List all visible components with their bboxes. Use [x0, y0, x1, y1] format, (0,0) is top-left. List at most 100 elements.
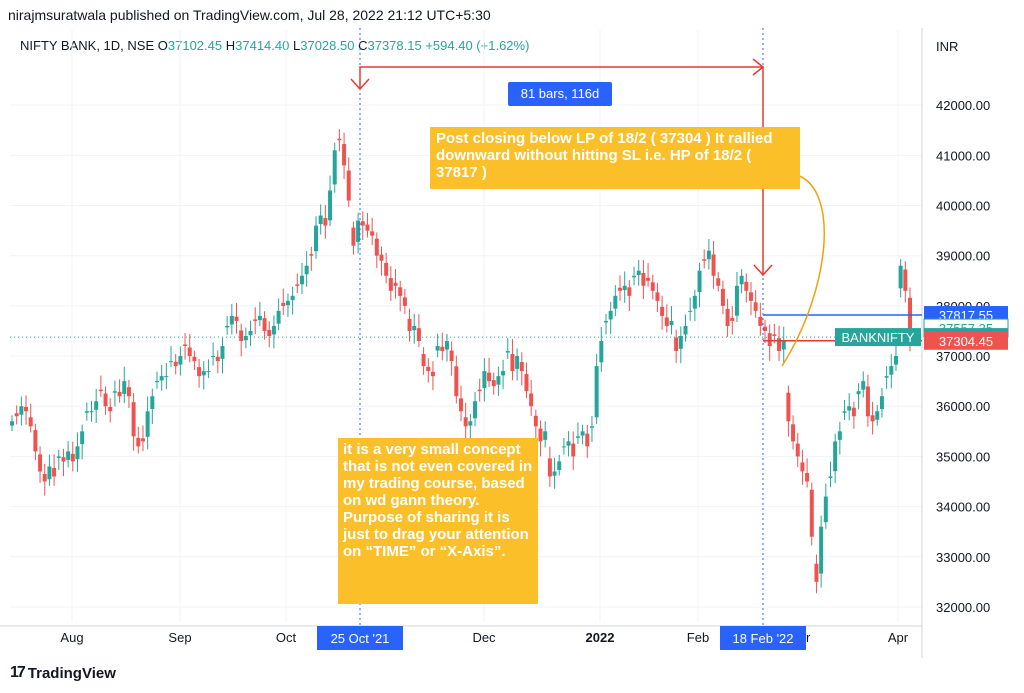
candle-body	[42, 473, 47, 482]
symbol-name[interactable]: NIFTY BANK, 1D, NSE	[20, 38, 155, 53]
candle-body	[594, 366, 599, 418]
candle-body	[220, 346, 225, 359]
candle-body	[262, 318, 267, 331]
candle-body	[66, 451, 71, 460]
candle-body	[56, 456, 61, 458]
candle-body	[487, 372, 492, 382]
candle-body	[524, 374, 529, 392]
candle-body	[547, 458, 552, 477]
candle-body	[126, 387, 131, 397]
candle-body	[491, 380, 496, 387]
candle-body	[136, 437, 141, 447]
candle-body	[360, 221, 365, 226]
candle-body	[159, 376, 164, 381]
candle-body	[575, 436, 580, 438]
candle-body	[678, 335, 683, 349]
candle-body	[10, 421, 14, 426]
candle-body	[501, 371, 506, 376]
candle-body	[748, 292, 753, 301]
candle-body	[426, 366, 431, 372]
candle-body	[145, 411, 150, 437]
candle-body	[650, 282, 655, 291]
candle-body	[777, 338, 782, 352]
candle-body	[814, 563, 819, 582]
candle-body	[276, 310, 281, 324]
candle-body	[234, 316, 239, 321]
candle-body	[669, 320, 674, 326]
candle-body	[140, 438, 145, 442]
candle-body	[379, 254, 384, 261]
y-tick-label: 34000.00	[936, 500, 990, 515]
candle-body	[603, 320, 608, 323]
y-tick-label: 36000.00	[936, 399, 990, 414]
candle-body	[884, 376, 889, 378]
candle-body	[407, 318, 412, 331]
candle-body	[131, 402, 136, 437]
candle-body	[711, 254, 716, 276]
candle-body	[295, 284, 300, 286]
candle-body	[510, 354, 515, 372]
candle-body	[566, 441, 571, 446]
annotation-note-bottom[interactable]: it is a very small concept that is not e…	[338, 438, 538, 604]
candle-body	[28, 417, 33, 427]
candle-body	[473, 401, 478, 419]
candle-body	[753, 302, 758, 311]
candle-body	[767, 333, 772, 347]
candle-body	[674, 337, 679, 352]
candle-body	[763, 326, 768, 331]
x-tick-label: Apr	[888, 630, 909, 645]
candle-body	[632, 275, 637, 278]
candle-body	[388, 278, 393, 291]
candle-body	[561, 446, 566, 448]
candle-body	[800, 462, 805, 472]
candle-body	[201, 371, 206, 376]
candle-body	[290, 295, 295, 301]
candle-body	[571, 443, 576, 457]
candle-body	[515, 356, 520, 369]
candle-body	[435, 346, 440, 351]
candle-body	[870, 415, 875, 422]
symbol-ohlc-legend: NIFTY BANK, 1D, NSE O37102.45 H37414.40 …	[20, 38, 529, 53]
date-tag-bg	[720, 626, 806, 650]
candle-body	[33, 430, 38, 452]
candle-body	[589, 426, 594, 428]
price-tag-bg	[924, 331, 1008, 350]
tradingview-logo-icon: 17	[10, 664, 26, 681]
publisher-line: nirajmsuratwala published on TradingView…	[8, 7, 491, 23]
candle-body	[552, 471, 557, 476]
candle-body	[122, 381, 127, 394]
candle-body	[772, 334, 777, 336]
candle-body	[332, 150, 337, 185]
candle-body	[889, 366, 894, 375]
candle-body	[459, 398, 463, 412]
candle-body	[613, 295, 618, 309]
candle-body	[342, 144, 347, 166]
candle-body	[365, 224, 370, 231]
candle-body	[744, 281, 749, 291]
candle-body	[346, 170, 351, 201]
candle-body	[444, 341, 449, 350]
candle-body	[608, 310, 613, 320]
candle-body	[505, 351, 510, 353]
candle-body	[103, 393, 108, 407]
candle-body	[454, 366, 459, 397]
x-tick-label: Sep	[168, 630, 191, 645]
candle-body	[580, 431, 585, 436]
candle-body	[730, 317, 735, 321]
candle-body	[61, 457, 66, 462]
candle-body	[706, 250, 711, 260]
candle-body	[24, 406, 29, 412]
candle-body	[253, 319, 258, 321]
candle-body	[374, 238, 379, 256]
candle-body	[299, 275, 304, 285]
candle-body	[627, 287, 632, 296]
candle-body	[851, 407, 856, 417]
x-tick-label: Dec	[472, 630, 496, 645]
candle-body	[468, 421, 473, 426]
candle-body	[908, 297, 912, 338]
candle-body	[898, 265, 903, 289]
annotation-note-top[interactable]: Post closing below LP of 18/2 ( 37304 ) …	[430, 127, 800, 189]
tradingview-logo[interactable]: 17 TradingView	[10, 664, 116, 682]
candle-body	[861, 381, 866, 390]
